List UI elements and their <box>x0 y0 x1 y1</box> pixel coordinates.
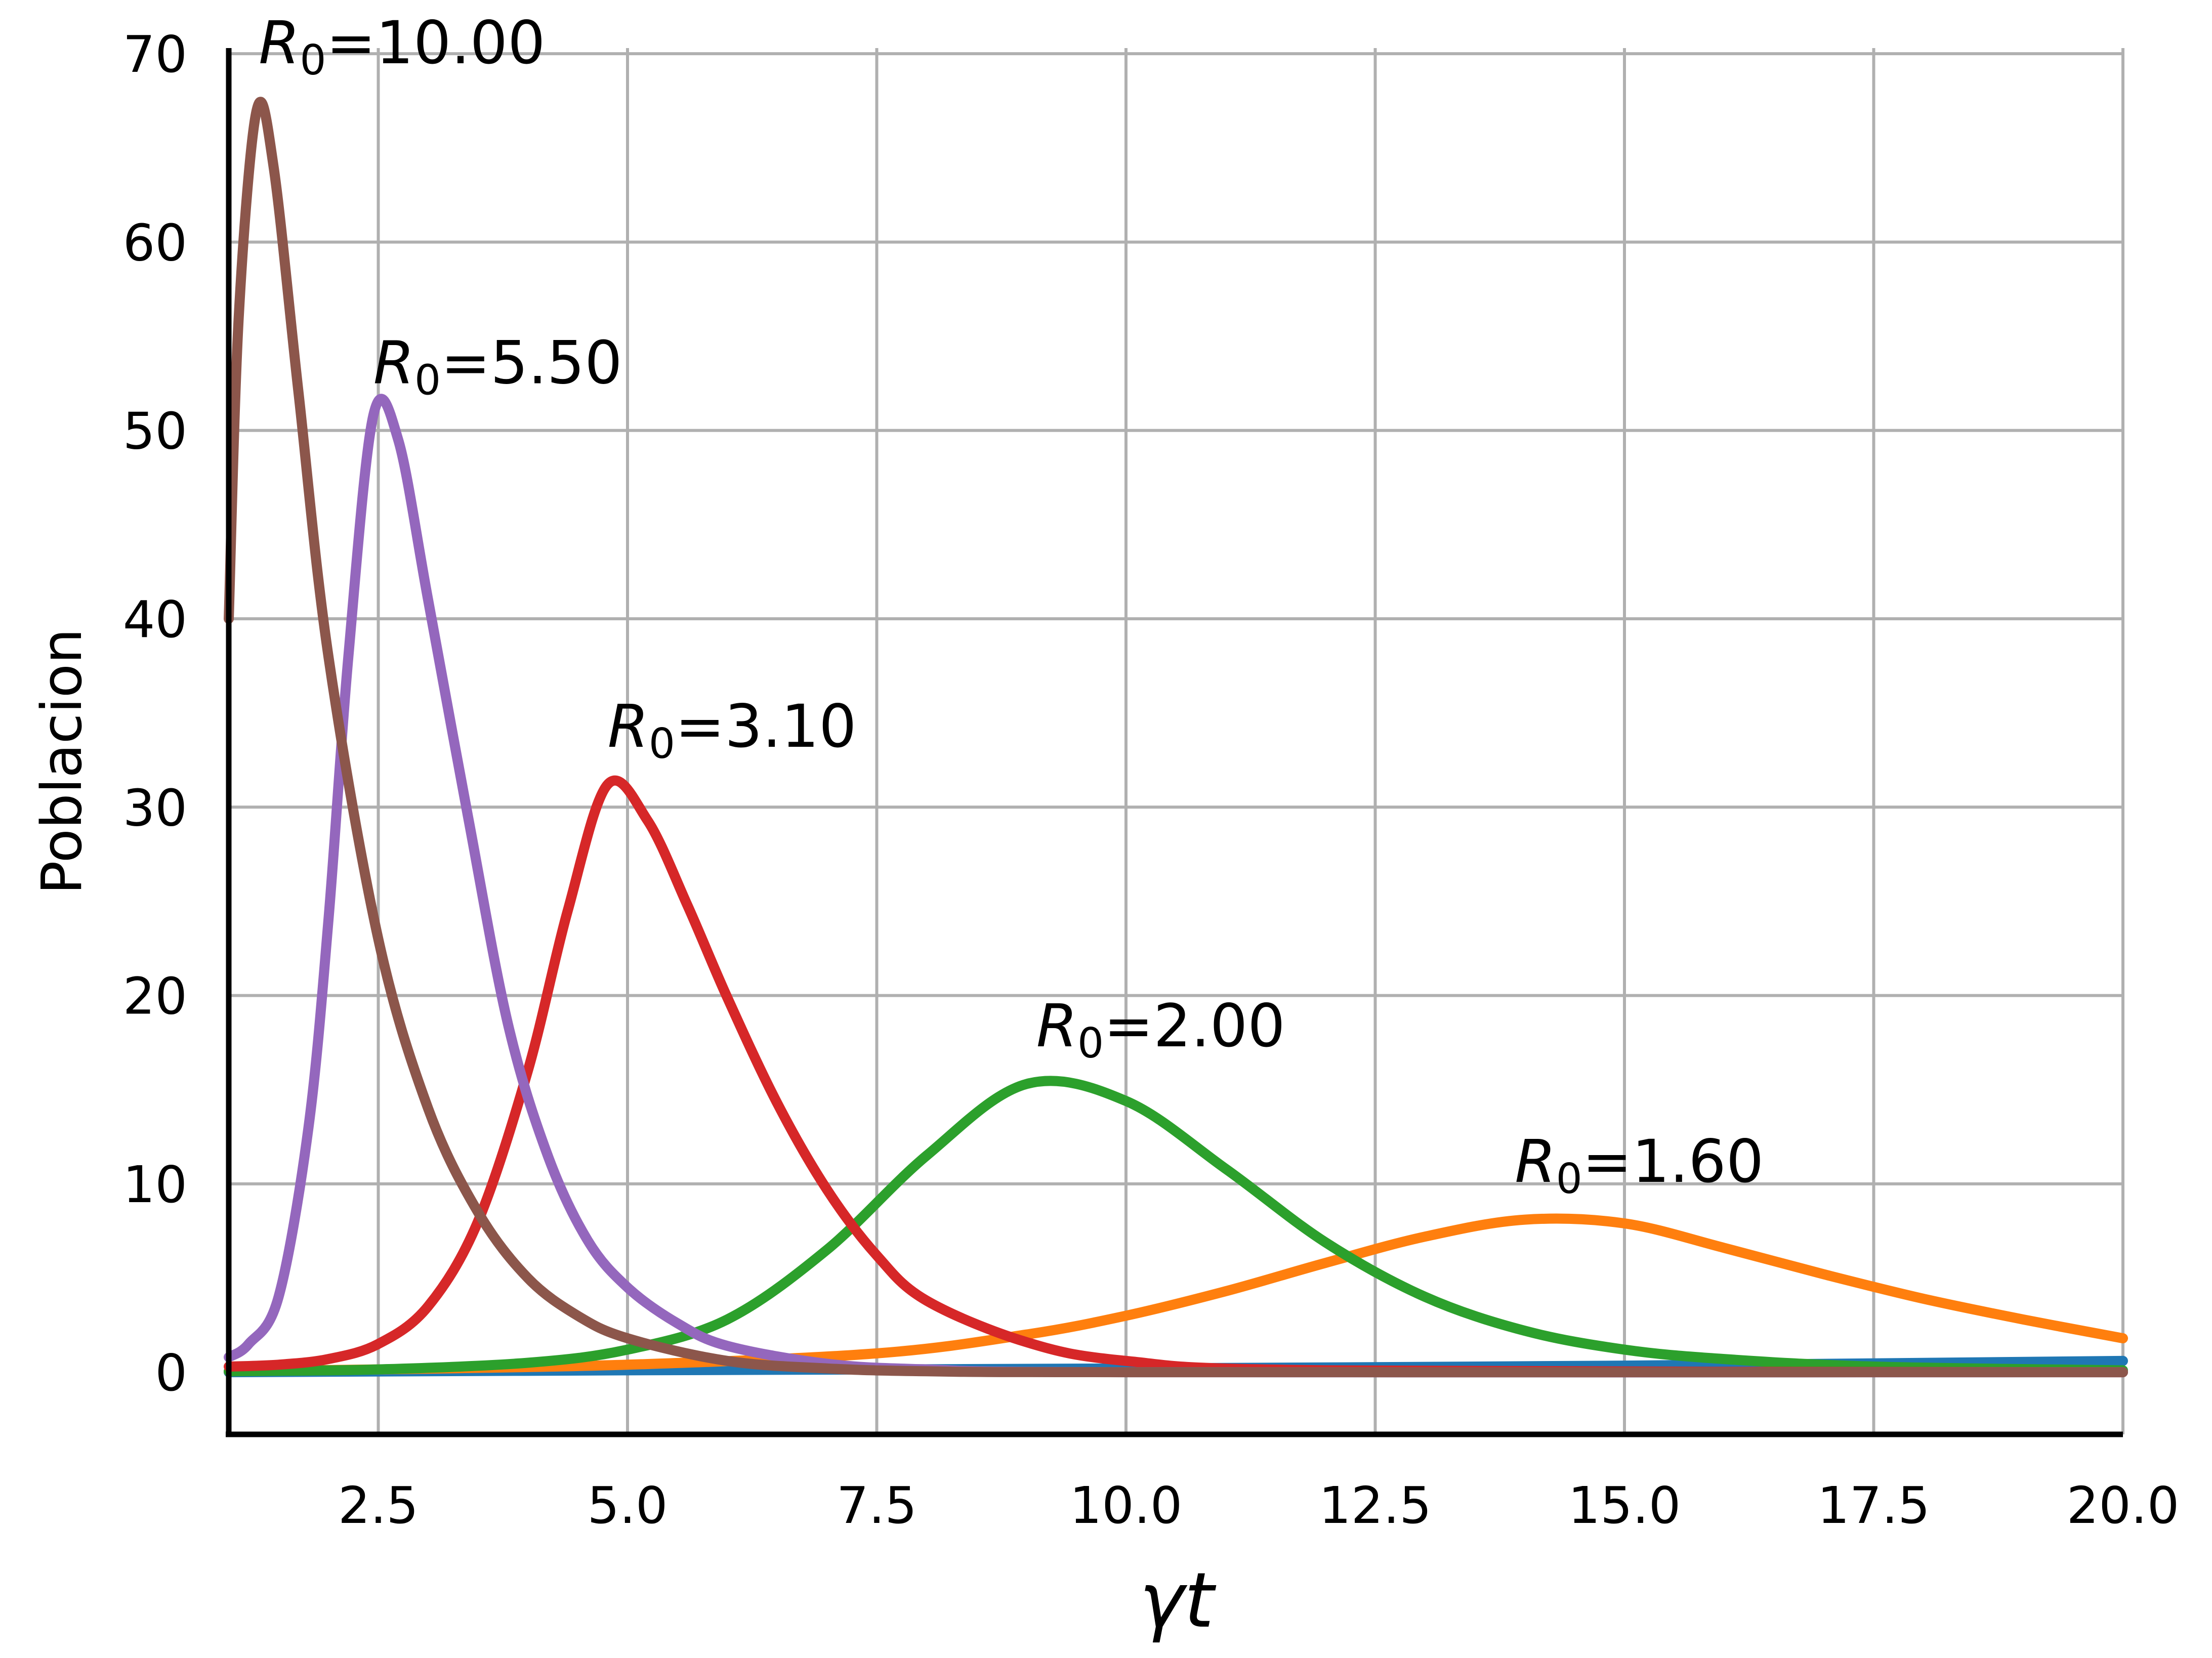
series-line-2 <box>224 1076 2128 1377</box>
r0-label-value: =5.50 <box>441 328 622 398</box>
x-tick-labels: 2.5 5.0 7.5 10.0 12.5 15.0 17.5 20.0 <box>338 1476 2179 1535</box>
x-tick-label: 20.0 <box>2067 1476 2180 1535</box>
x-axis-title-gamma: γ <box>1139 1557 1188 1645</box>
r0-label-subscript: 0 <box>1077 1019 1104 1068</box>
r0-label-symbol: R <box>1515 1127 1556 1196</box>
series-lines <box>224 97 2128 1378</box>
r0-label-symbol: R <box>1036 991 1077 1060</box>
r0-label: R0=2.00 <box>1036 991 1285 1068</box>
grid-lines <box>229 48 2124 1434</box>
y-tick-label: 60 <box>123 213 187 272</box>
x-tick-label: 15.0 <box>1568 1476 1681 1535</box>
x-axis-title: γt <box>1139 1557 1217 1645</box>
series-line-1 <box>224 1213 2128 1377</box>
y-tick-label: 40 <box>123 590 187 649</box>
r0-label-subscript: 0 <box>1556 1155 1582 1203</box>
series-line-4 <box>224 394 2128 1378</box>
r0-label: R0=10.00 <box>259 8 545 84</box>
r0-label-value: =3.10 <box>675 692 857 761</box>
r0-label: R0=5.50 <box>373 328 622 405</box>
y-tick-label: 10 <box>123 1155 187 1214</box>
r0-label-subscript: 0 <box>414 357 441 405</box>
series-line-3 <box>224 775 2128 1378</box>
series-line-5 <box>224 97 2128 1378</box>
r0-label: R0=1.60 <box>1515 1127 1764 1203</box>
y-tick-label: 0 <box>155 1343 187 1402</box>
y-tick-labels: 0 10 20 30 40 50 60 70 <box>123 25 187 1402</box>
r0-label-value: =2.00 <box>1104 991 1285 1060</box>
r0-label-subscript: 0 <box>649 720 675 768</box>
x-tick-label: 17.5 <box>1817 1476 1930 1535</box>
x-tick-label: 5.0 <box>587 1476 667 1535</box>
x-tick-label: 10.0 <box>1070 1476 1183 1535</box>
y-tick-label: 70 <box>123 25 187 84</box>
axes <box>226 48 2123 1437</box>
r0-label-symbol: R <box>373 328 414 398</box>
x-tick-label: 12.5 <box>1319 1476 1432 1535</box>
r0-label: R0=3.10 <box>608 692 857 768</box>
x-tick-label: 7.5 <box>837 1476 917 1535</box>
x-axis-title-t: t <box>1184 1557 1217 1645</box>
r0-label-value: =1.60 <box>1582 1127 1764 1196</box>
r0-label-symbol: R <box>259 8 300 77</box>
r0-label-subscript: 0 <box>300 36 326 84</box>
y-tick-label: 30 <box>123 778 187 837</box>
x-tick-label: 2.5 <box>338 1476 419 1535</box>
y-tick-label: 20 <box>123 967 187 1026</box>
r0-label-symbol: R <box>608 692 649 761</box>
r0-label-value: =10.00 <box>326 8 546 77</box>
y-tick-label: 50 <box>123 402 187 461</box>
y-axis-title: Poblacion <box>29 628 94 895</box>
